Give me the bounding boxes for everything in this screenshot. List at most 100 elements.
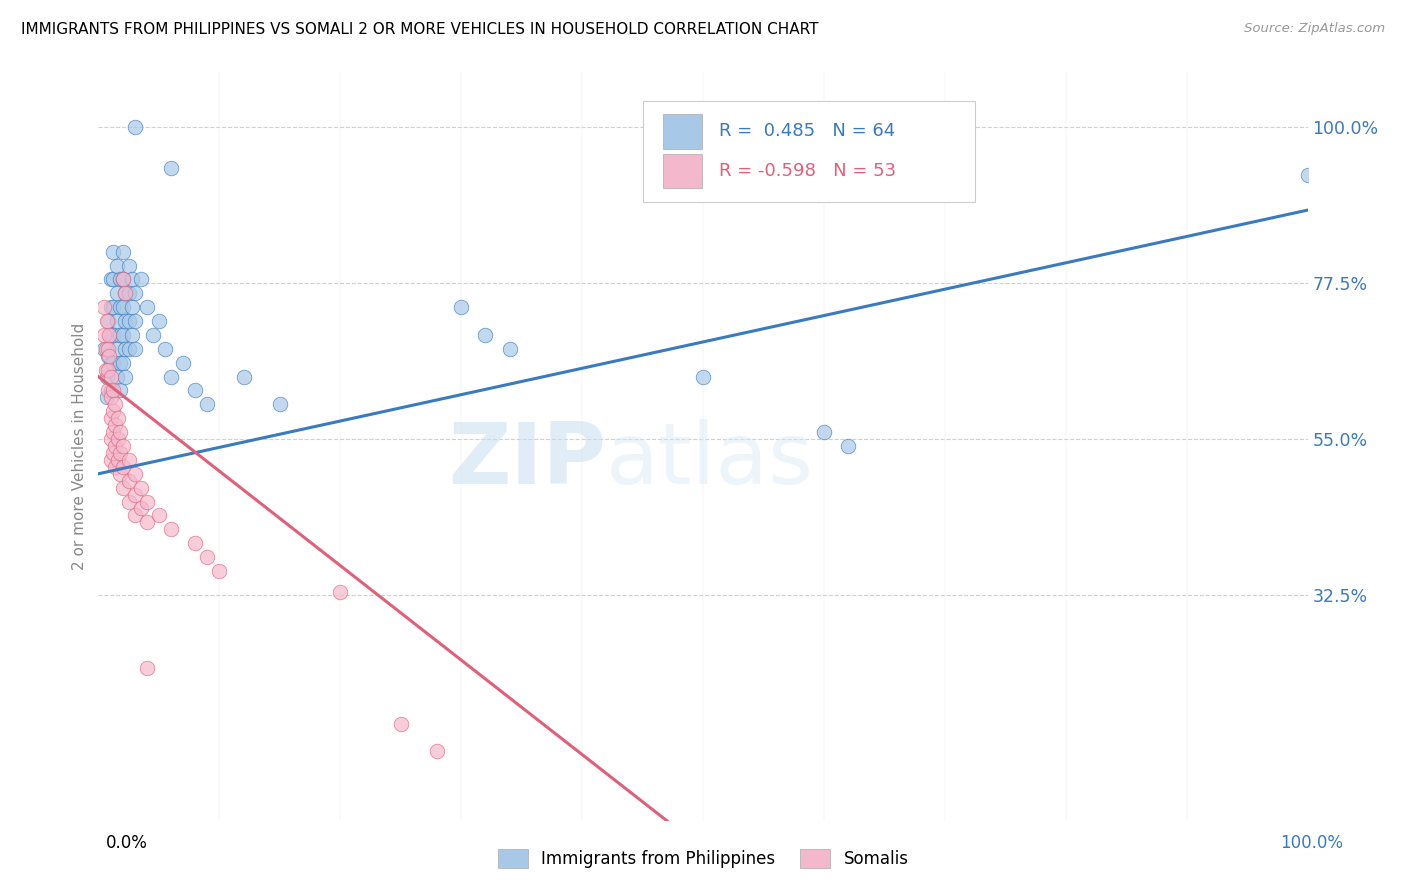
Point <box>93 328 115 343</box>
Point <box>97 342 120 356</box>
Point <box>135 494 157 508</box>
Point <box>172 356 194 370</box>
Point <box>450 300 472 314</box>
Point <box>100 369 122 384</box>
Point <box>101 300 124 314</box>
Point <box>114 314 136 328</box>
Point <box>108 300 131 314</box>
Point <box>124 342 146 356</box>
Point <box>108 446 131 460</box>
Point <box>124 487 146 501</box>
Point <box>101 384 124 398</box>
FancyBboxPatch shape <box>664 153 702 188</box>
Point <box>160 369 183 384</box>
Point <box>111 439 134 453</box>
Text: IMMIGRANTS FROM PHILIPPINES VS SOMALI 2 OR MORE VEHICLES IN HOUSEHOLD CORRELATIO: IMMIGRANTS FROM PHILIPPINES VS SOMALI 2 … <box>21 22 818 37</box>
Point <box>100 391 122 405</box>
Point <box>129 501 152 516</box>
Point <box>100 300 122 314</box>
Point <box>118 453 141 467</box>
Text: 100.0%: 100.0% <box>1279 834 1343 852</box>
FancyBboxPatch shape <box>664 114 702 149</box>
Point <box>108 328 131 343</box>
Point <box>105 314 128 328</box>
Point <box>100 384 122 398</box>
Point <box>97 384 120 398</box>
Point <box>93 342 115 356</box>
Point <box>111 300 134 314</box>
Text: atlas: atlas <box>606 419 814 502</box>
Point <box>813 425 835 439</box>
Point <box>101 328 124 343</box>
Point <box>114 286 136 301</box>
Point <box>118 286 141 301</box>
Point <box>118 494 141 508</box>
Text: 0.0%: 0.0% <box>105 834 148 852</box>
Point <box>195 397 218 411</box>
Point <box>498 342 520 356</box>
Point <box>107 411 129 425</box>
Point <box>121 300 143 314</box>
Point <box>100 453 122 467</box>
Text: Source: ZipAtlas.com: Source: ZipAtlas.com <box>1244 22 1385 36</box>
Point <box>108 272 131 286</box>
Point <box>184 384 207 398</box>
Point <box>124 467 146 481</box>
Point <box>148 508 170 523</box>
Point <box>135 661 157 675</box>
Point <box>100 411 122 425</box>
Point <box>101 446 124 460</box>
Point <box>100 432 122 446</box>
Point <box>111 328 134 343</box>
Point <box>111 481 134 495</box>
Point <box>124 314 146 328</box>
Point <box>105 369 128 384</box>
Point <box>107 432 129 446</box>
Point <box>118 259 141 273</box>
Y-axis label: 2 or more Vehicles in Household: 2 or more Vehicles in Household <box>72 322 87 570</box>
Point <box>101 356 124 370</box>
Point <box>124 286 146 301</box>
Point <box>97 349 120 363</box>
Point <box>118 342 141 356</box>
Point <box>101 244 124 259</box>
Point <box>389 716 412 731</box>
Point <box>100 272 122 286</box>
Point <box>111 272 134 286</box>
Point <box>108 356 131 370</box>
Text: R =  0.485   N = 64: R = 0.485 N = 64 <box>718 122 896 140</box>
Point <box>118 474 141 488</box>
Point <box>111 356 134 370</box>
Point <box>426 744 449 758</box>
Point <box>101 272 124 286</box>
Text: R = -0.598   N = 53: R = -0.598 N = 53 <box>718 162 896 180</box>
Point <box>118 314 141 328</box>
Point <box>153 342 176 356</box>
Point <box>114 286 136 301</box>
Point <box>148 314 170 328</box>
Point <box>114 369 136 384</box>
Point <box>105 342 128 356</box>
Point <box>100 356 122 370</box>
Point <box>104 439 127 453</box>
Point <box>135 300 157 314</box>
Point <box>111 459 134 474</box>
Point <box>101 404 124 418</box>
Point <box>129 272 152 286</box>
Point <box>208 564 231 578</box>
Point <box>135 516 157 530</box>
Point <box>104 397 127 411</box>
Point <box>100 328 122 343</box>
Point <box>97 314 120 328</box>
FancyBboxPatch shape <box>643 102 976 202</box>
Point <box>98 349 121 363</box>
Point <box>96 391 118 405</box>
Point <box>94 362 117 376</box>
Point <box>101 425 124 439</box>
Point <box>107 453 129 467</box>
Point <box>104 459 127 474</box>
Point <box>1296 169 1319 183</box>
Point <box>329 584 352 599</box>
Point <box>105 286 128 301</box>
Point <box>108 384 131 398</box>
